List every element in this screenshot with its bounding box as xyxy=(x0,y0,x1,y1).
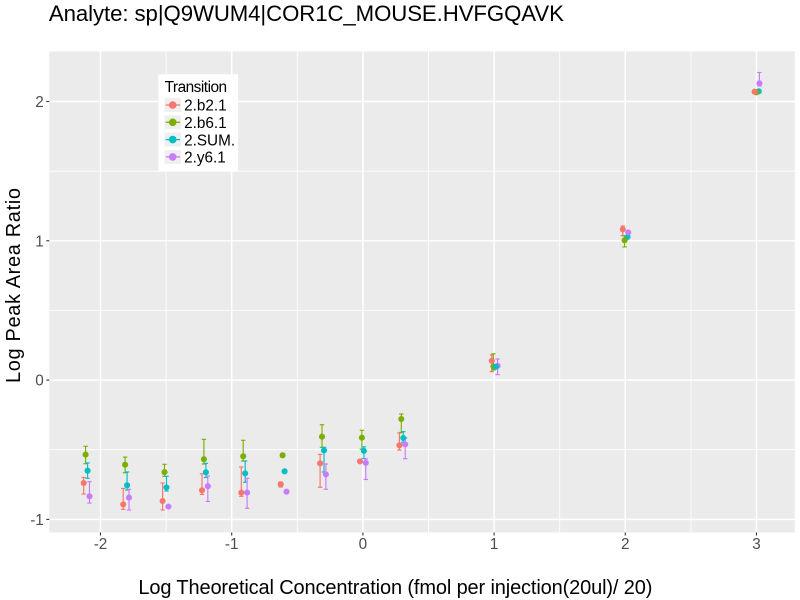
svg-text:Log Peak Area Ratio: Log Peak Area Ratio xyxy=(3,188,25,383)
svg-text:2.y6.1: 2.y6.1 xyxy=(184,150,226,167)
svg-text:-1: -1 xyxy=(225,536,239,553)
svg-text:2: 2 xyxy=(35,94,44,111)
svg-text:Analyte: sp|Q9WUM4|COR1C_MOUSE: Analyte: sp|Q9WUM4|COR1C_MOUSE.HVFGQAVK xyxy=(49,1,564,26)
svg-text:0: 0 xyxy=(35,373,44,390)
svg-text:2.SUM.: 2.SUM. xyxy=(184,132,235,149)
svg-text:0: 0 xyxy=(359,536,368,553)
svg-text:2.b6.1: 2.b6.1 xyxy=(184,115,227,132)
svg-text:2.b2.1: 2.b2.1 xyxy=(184,98,227,115)
svg-text:-1: -1 xyxy=(30,512,44,529)
svg-text:-2: -2 xyxy=(94,536,108,553)
svg-text:3: 3 xyxy=(752,536,761,553)
svg-text:1: 1 xyxy=(35,233,44,250)
svg-text:1: 1 xyxy=(490,536,499,553)
svg-text:Transition: Transition xyxy=(165,79,228,96)
svg-text:2: 2 xyxy=(621,536,630,553)
svg-text:Log Theoretical Concentration: Log Theoretical Concentration (fmol per … xyxy=(138,577,652,599)
